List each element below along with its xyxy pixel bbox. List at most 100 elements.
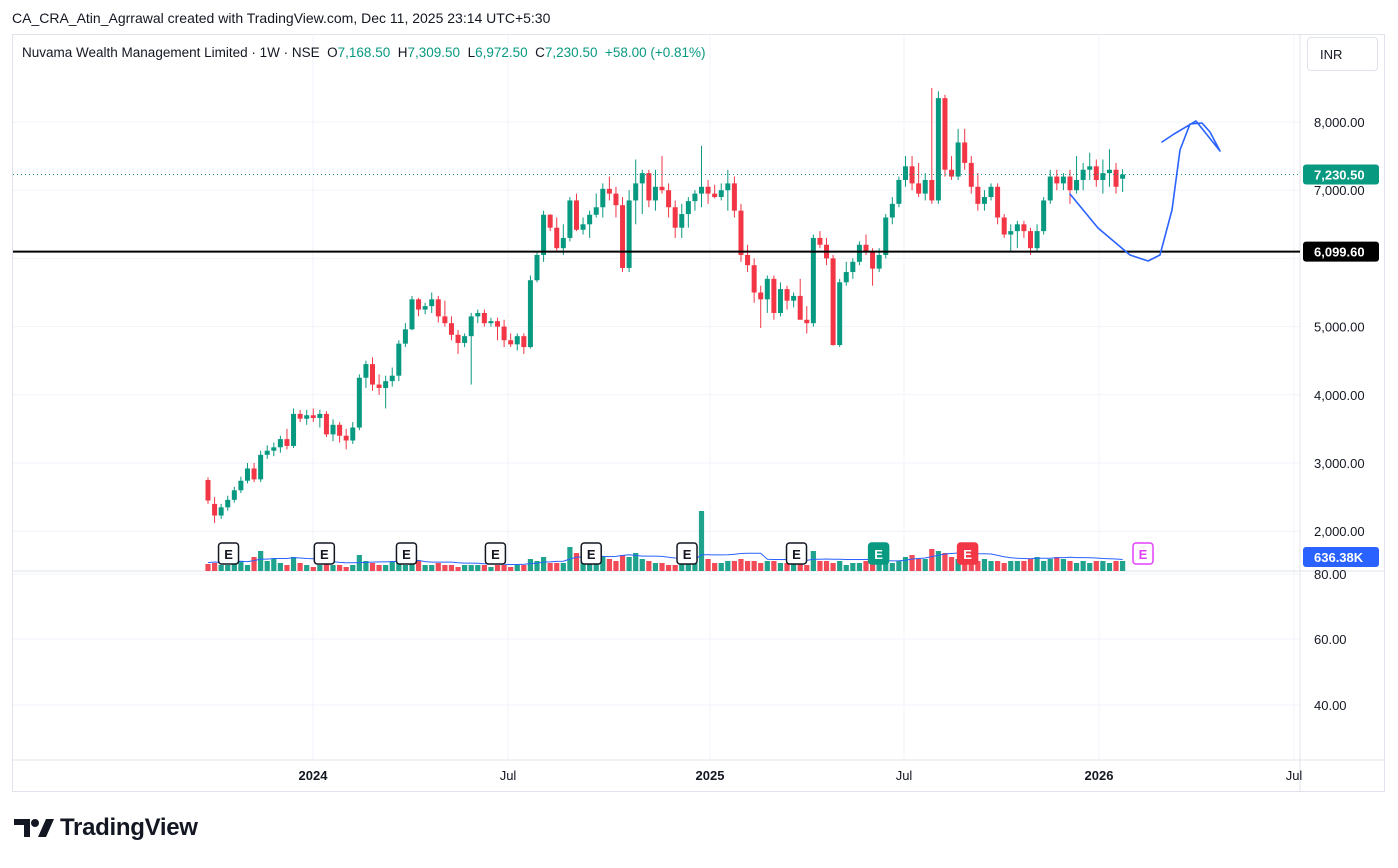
candle-body: [205, 480, 211, 501]
candle-body: [508, 340, 514, 345]
candle-body: [1080, 169, 1086, 180]
candle-body: [949, 169, 955, 177]
high-value: 7,309.50: [407, 45, 461, 60]
earnings-marker: E: [785, 542, 808, 565]
volume-bar: [205, 564, 211, 571]
volume-bar: [771, 561, 777, 571]
earnings-label: E: [224, 547, 233, 562]
volume-bar: [337, 565, 343, 571]
volume-bar: [975, 561, 981, 571]
candle-body: [560, 237, 566, 249]
chart-frame: [12, 34, 1385, 792]
candle-body: [870, 251, 876, 269]
volume-bar: [988, 561, 994, 571]
candle-body: [251, 468, 257, 480]
volume-bar: [679, 563, 685, 571]
volume-bar: [231, 559, 237, 571]
volume-bar: [804, 565, 810, 571]
projection-drawing: [1069, 120, 1221, 262]
volume-bar: [534, 561, 540, 571]
price-tick: 7,000.00: [1314, 183, 1365, 198]
candle-body: [738, 210, 744, 255]
volume-bar: [784, 563, 790, 571]
volume-bar: [850, 563, 856, 571]
candle-body: [902, 166, 908, 180]
volume-bar: [810, 551, 816, 571]
volume-bar: [817, 561, 823, 571]
candle-body: [804, 319, 810, 324]
candle-body: [1120, 174, 1126, 179]
earnings-badge: [867, 542, 890, 565]
close-value: 7,230.50: [544, 45, 598, 60]
candle-body: [567, 200, 573, 238]
candle-body: [455, 334, 461, 343]
candle-body: [1100, 173, 1106, 180]
volume-bar: [238, 561, 244, 571]
open-value: 7,168.50: [337, 45, 391, 60]
volume-bar: [698, 511, 705, 571]
volume-bar: [837, 561, 843, 571]
volume-bar: [869, 563, 876, 571]
candle-body: [1060, 176, 1066, 184]
support-price-badge-text: 6,099.60: [1314, 245, 1365, 260]
earnings-marker: E: [676, 542, 698, 565]
volume-bar: [896, 561, 902, 571]
volume-bar: [409, 563, 415, 571]
volume-bar: [343, 567, 349, 571]
earnings-marker: E: [313, 542, 336, 565]
volume-tick: 40.00: [1314, 698, 1347, 713]
candle-body: [587, 214, 593, 225]
candle-body: [652, 186, 658, 201]
volume-bar: [560, 563, 566, 571]
volume-bar: [1034, 557, 1040, 571]
candle-body: [402, 329, 408, 344]
candle-body: [929, 179, 935, 201]
candle-body: [1021, 224, 1027, 232]
volume-bar: [935, 551, 941, 571]
tradingview-logo[interactable]: TradingView: [14, 814, 198, 842]
last-price-badge: 7,230.50: [1303, 164, 1379, 185]
volume-bar: [527, 559, 534, 571]
volume-bar: [264, 561, 270, 571]
candle-body: [672, 207, 678, 228]
candle-body: [1034, 231, 1040, 249]
volume-bar: [791, 563, 797, 571]
candle-body: [758, 292, 764, 300]
volume-bar: [350, 565, 356, 571]
earnings-label: E: [963, 547, 972, 562]
candle-body: [231, 490, 237, 500]
candle-body: [718, 190, 724, 198]
volume-bar: [619, 555, 626, 571]
candle-body: [370, 364, 375, 385]
time-tick: Jul: [500, 768, 517, 783]
volume-bar: [909, 555, 915, 571]
volume-bar: [376, 565, 382, 571]
volume-bar: [554, 563, 560, 571]
candle-body: [646, 173, 652, 201]
currency-button[interactable]: INR: [1307, 37, 1378, 71]
candle-body: [942, 98, 948, 170]
tradingview-icon: [14, 819, 54, 837]
volume-bar: [777, 563, 784, 571]
volume-bar: [876, 563, 882, 571]
candle-body: [896, 179, 902, 204]
volume-bar: [705, 559, 711, 571]
volume-bar: [363, 561, 369, 571]
volume-bars: [205, 511, 1126, 571]
volume-bar: [389, 561, 395, 571]
candle-body: [521, 336, 527, 348]
candle-body: [435, 299, 441, 317]
volume-bar: [1060, 559, 1066, 571]
volume-bar: [1027, 559, 1034, 571]
candle-body: [771, 278, 777, 313]
volume-bar: [290, 557, 297, 571]
candle-body: [297, 413, 303, 419]
volume-bar: [415, 561, 422, 571]
volume-bar: [540, 557, 547, 571]
earnings-badge: [217, 542, 240, 565]
earnings-badge: [313, 542, 336, 565]
volume-badge-bg: [1303, 547, 1379, 567]
volume-bar: [468, 565, 474, 571]
candle-body: [264, 450, 270, 455]
